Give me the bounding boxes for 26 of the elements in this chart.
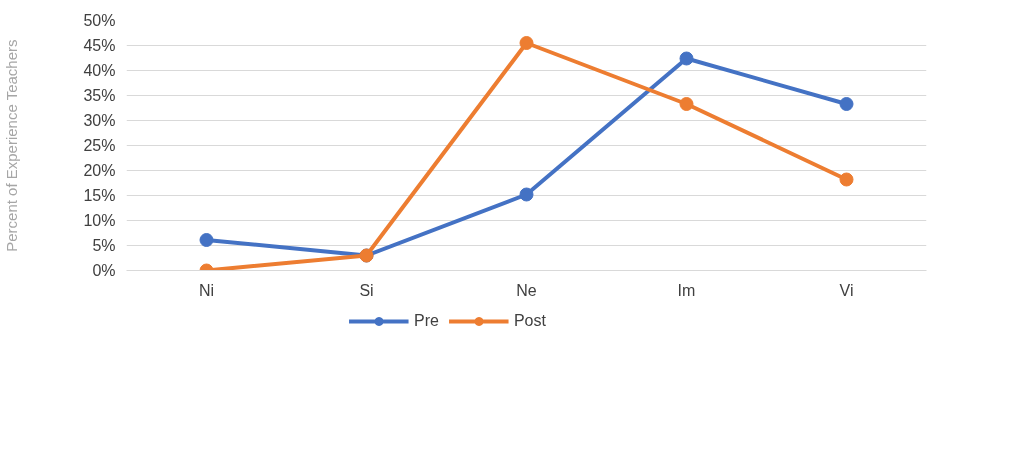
y-tick-label: 50% bbox=[83, 12, 116, 29]
point bbox=[839, 172, 854, 187]
point bbox=[679, 51, 694, 66]
y-tick-label: 15% bbox=[83, 187, 116, 204]
y-tick-label: 5% bbox=[92, 237, 116, 254]
legend-label: Pre bbox=[414, 312, 439, 330]
x-tick-label: Ni bbox=[198, 281, 215, 299]
x-tick-label: Im bbox=[677, 281, 696, 299]
y-tick-label: 25% bbox=[83, 137, 116, 154]
y-tick-label: 45% bbox=[83, 37, 116, 54]
point bbox=[199, 233, 214, 247]
x-tick-label: Si bbox=[359, 281, 374, 299]
y-tick-label: 40% bbox=[83, 62, 116, 79]
point bbox=[839, 97, 854, 111]
y-tick-label: 35% bbox=[83, 87, 116, 104]
y-tick-label: 20% bbox=[83, 162, 116, 179]
point bbox=[519, 187, 534, 202]
legend-label: Post bbox=[513, 312, 546, 330]
point bbox=[679, 97, 694, 111]
x-tick-label: Ne bbox=[516, 281, 537, 299]
point bbox=[519, 36, 534, 50]
x-tick-label: Vi bbox=[839, 281, 854, 299]
y-tick-label: 0% bbox=[92, 262, 116, 279]
y-tick-label: 10% bbox=[83, 212, 116, 229]
y-tick-label: 30% bbox=[83, 112, 116, 129]
y-axis-title: Percent of Experience Teachers bbox=[3, 39, 21, 252]
